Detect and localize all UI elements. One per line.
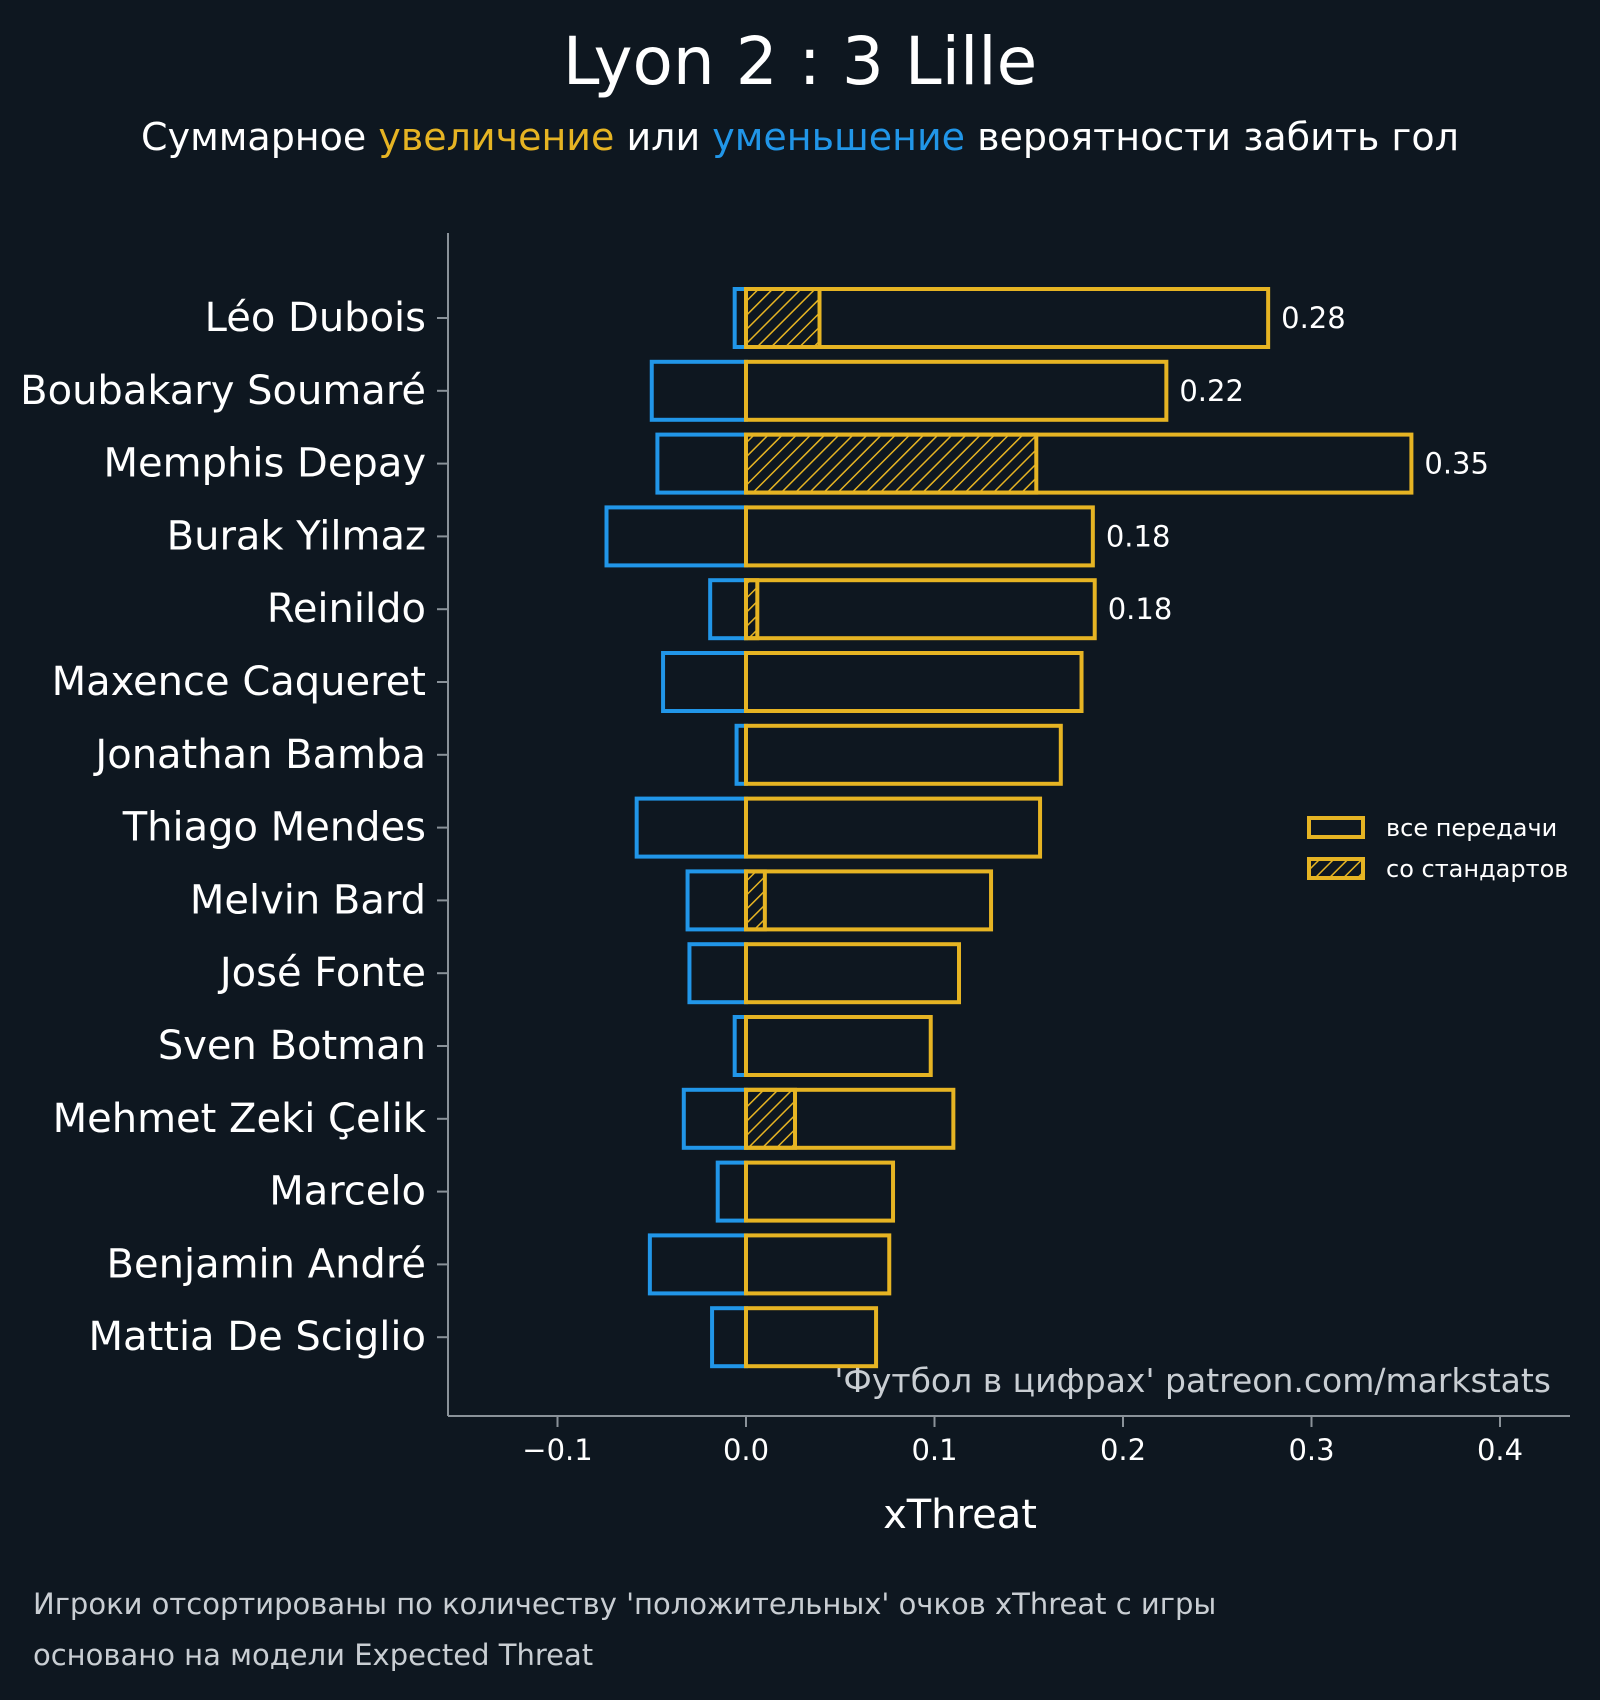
bar-all-passes-burak-yilmaz xyxy=(744,505,1095,568)
x-tick-label-0: −0.1 xyxy=(522,1433,592,1467)
x-ticks-group: −0.1 0.0 0.1 0.2 0.3 0.4 xyxy=(522,1416,1523,1467)
subtitle-part-3: уменьшение xyxy=(712,115,965,159)
bar-set-pieces-mehmet-zeki-celik xyxy=(744,1087,798,1150)
category-label-memphis-depay: Memphis Depay xyxy=(104,441,426,487)
x-tick-label-2: 0.1 xyxy=(911,1433,957,1467)
x-axis-label: xThreat xyxy=(883,1492,1037,1538)
category-label-mattia-de-sciglio: Mattia De Sciglio xyxy=(89,1314,426,1360)
bar-all-passes-maxence-caqueret xyxy=(744,651,1084,713)
x-tick-label-4: 0.3 xyxy=(1288,1433,1334,1467)
bar-all-passes-mehmet-zeki-celik xyxy=(744,1087,956,1150)
category-label-leo-dubois: Léo Dubois xyxy=(205,295,426,341)
bar-all-passes-thiago-mendes xyxy=(744,796,1043,859)
footnote-line-1: Игроки отсортированы по количеству 'поло… xyxy=(33,1587,1216,1621)
legend-label-set-pieces: со стандартов xyxy=(1386,855,1568,883)
chart-subtitle: Суммарное увеличение или уменьшение веро… xyxy=(141,115,1459,159)
category-label-reinildo: Reinildo xyxy=(267,586,426,632)
subtitle-part-1: увеличение xyxy=(378,115,614,159)
bar-all-passes-reinildo xyxy=(744,578,1097,641)
data-label-memphis-depay: 0.35 xyxy=(1424,447,1489,481)
bar-all-passes-benjamin-andre xyxy=(744,1233,892,1296)
category-label-melvin-bard: Melvin Bard xyxy=(190,877,426,923)
x-tick-label-3: 0.2 xyxy=(1100,1433,1146,1467)
legend: все передачи со стандартов xyxy=(1307,814,1568,883)
bar-all-passes-melvin-bard xyxy=(744,869,994,932)
bar-all-passes-mattia-de-sciglio xyxy=(744,1306,879,1369)
bar-all-passes-jonathan-bamba xyxy=(744,723,1063,786)
subtitle-part-2: или xyxy=(614,115,712,159)
data-label-burak-yilmaz: 0.18 xyxy=(1106,519,1171,553)
category-label-maxence-caqueret: Maxence Caqueret xyxy=(52,659,426,705)
x-tick-label-5: 0.4 xyxy=(1477,1433,1523,1467)
labels-group: 0.28 Léo Dubois 0.22 Boubakary Soumaré 0.35 M… xyxy=(20,295,1489,1360)
category-label-burak-yilmaz: Burak Yilmaz xyxy=(167,513,426,559)
category-label-marcelo: Marcelo xyxy=(269,1169,426,1215)
category-label-mehmet-zeki-celik: Mehmet Zeki Çelik xyxy=(53,1096,427,1142)
legend-swatch-hatched xyxy=(1307,857,1365,880)
subtitle-part-0: Суммарное xyxy=(141,115,378,159)
category-label-thiago-mendes: Thiago Mendes xyxy=(122,805,426,851)
bar-all-passes-memphis-depay xyxy=(744,432,1414,495)
category-label-boubakary-soumare: Boubakary Soumaré xyxy=(20,368,426,414)
bar-all-passes-sven-botman xyxy=(744,1015,933,1077)
bar-all-passes-leo-dubois xyxy=(744,287,1271,349)
data-label-reinildo: 0.18 xyxy=(1108,592,1173,626)
data-label-boubakary-soumare: 0.22 xyxy=(1179,374,1244,408)
bar-set-pieces-melvin-bard xyxy=(744,869,767,932)
legend-label-all-passes: все передачи xyxy=(1386,814,1557,842)
subtitle-part-4: вероятности забить гол xyxy=(965,115,1459,159)
category-label-benjamin-andre: Benjamin André xyxy=(107,1241,426,1287)
bar-set-pieces-memphis-depay xyxy=(744,432,1039,495)
footnote-line-2: основано на модели Expected Threat xyxy=(33,1638,593,1672)
watermark: 'Футбол в цифрах' patreon.com/markstats xyxy=(834,1361,1551,1400)
chart-title: Lyon 2 : 3 Lille xyxy=(563,23,1038,100)
bar-set-pieces-leo-dubois xyxy=(744,287,822,349)
category-label-jose-fonte: José Fonte xyxy=(217,950,426,996)
bar-all-passes-marcelo xyxy=(744,1160,896,1223)
bars-group xyxy=(604,287,1414,1369)
category-label-sven-botman: Sven Botman xyxy=(158,1023,426,1069)
category-label-jonathan-bamba: Jonathan Bamba xyxy=(92,732,426,778)
data-label-leo-dubois: 0.28 xyxy=(1281,301,1346,335)
legend-swatch-outline xyxy=(1307,816,1365,839)
x-tick-label-1: 0.0 xyxy=(723,1433,769,1467)
bar-all-passes-jose-fonte xyxy=(744,942,962,1005)
bar-all-passes-boubakary-soumare xyxy=(744,359,1169,422)
